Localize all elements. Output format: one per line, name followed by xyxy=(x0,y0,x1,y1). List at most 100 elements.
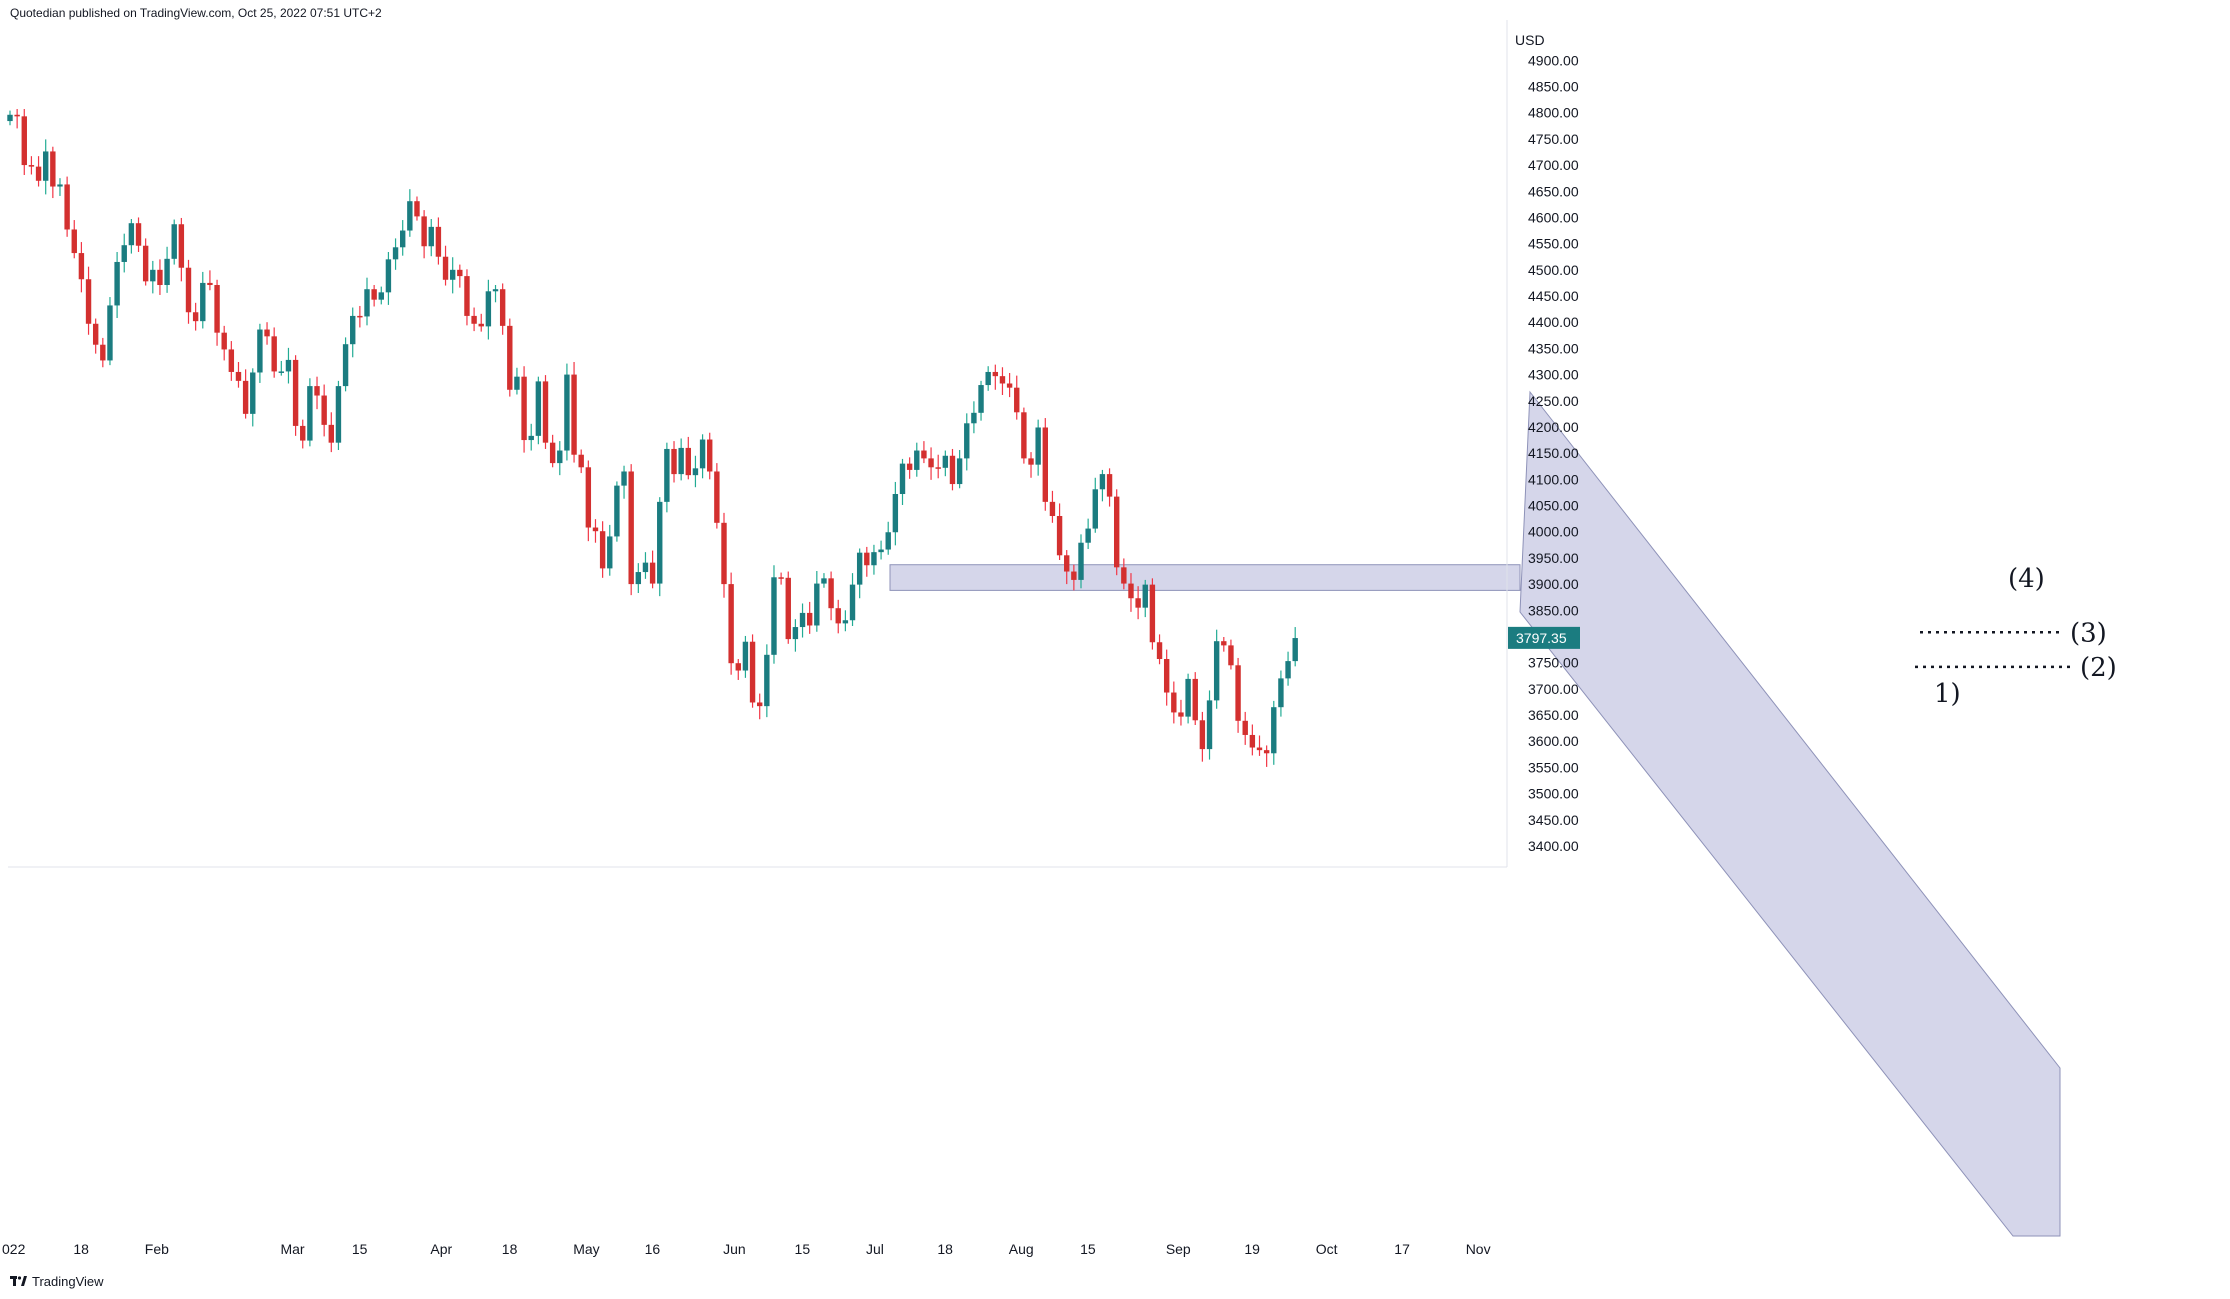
candle xyxy=(664,442,670,513)
candle-body xyxy=(692,468,699,476)
candle-body xyxy=(449,269,456,280)
time-tick: 16 xyxy=(645,1241,661,1257)
candle-body xyxy=(956,458,963,485)
time-tick: Jul xyxy=(866,1241,884,1257)
candle xyxy=(292,355,299,436)
time-axis: 022 18 Feb Mar 15 Apr 18 May 16 Jun 15 Jul 18 Aug 15 Se… xyxy=(2,1241,1491,1257)
candle xyxy=(92,318,99,354)
candle-body xyxy=(457,269,463,277)
candle xyxy=(1213,629,1220,709)
time-tick: 18 xyxy=(502,1241,518,1257)
candle-body xyxy=(1121,567,1127,584)
candle xyxy=(1206,690,1213,760)
candle-body xyxy=(414,201,420,217)
price-tick: 3850.00 xyxy=(1528,602,1579,618)
candle xyxy=(657,497,663,597)
candle xyxy=(135,217,142,253)
candle xyxy=(164,246,170,293)
candle xyxy=(914,442,920,477)
time-tick: Oct xyxy=(1316,1241,1338,1257)
candle xyxy=(628,464,634,596)
candle xyxy=(471,307,477,332)
candle xyxy=(735,659,741,680)
candle-body xyxy=(964,423,970,459)
candle-body xyxy=(250,372,256,414)
candle xyxy=(528,423,534,451)
price-tick: 4000.00 xyxy=(1528,524,1579,540)
candle-body xyxy=(778,577,784,579)
price-tick: 3550.00 xyxy=(1528,759,1579,775)
candle xyxy=(1171,681,1177,724)
downtrend-channel xyxy=(1519,390,2061,1237)
price-tick: 4150.00 xyxy=(1528,445,1579,461)
candle-body xyxy=(464,276,470,316)
candle xyxy=(821,573,827,588)
candle-body xyxy=(928,458,934,468)
candle-body xyxy=(828,578,834,609)
candle xyxy=(749,634,756,708)
tradingview-logo[interactable]: TradingView xyxy=(10,1274,104,1289)
candle-body xyxy=(906,463,913,470)
candle xyxy=(1185,673,1191,724)
price-tick: 4350.00 xyxy=(1528,340,1579,356)
candle-body xyxy=(328,424,334,443)
candle xyxy=(1285,651,1291,686)
candle-body xyxy=(521,376,527,441)
candle xyxy=(1199,711,1206,762)
candle-body xyxy=(228,349,235,372)
candle xyxy=(250,368,256,427)
candle xyxy=(1249,724,1256,756)
candle-body xyxy=(1028,458,1034,465)
candle xyxy=(1071,564,1077,591)
candle-body xyxy=(685,447,691,476)
candle xyxy=(271,327,277,378)
candle-body xyxy=(271,336,277,372)
candle xyxy=(435,217,442,265)
candle-body xyxy=(764,654,770,707)
candle-body xyxy=(342,344,349,387)
price-tick: 3600.00 xyxy=(1528,733,1579,749)
candle-body xyxy=(864,552,870,566)
time-tick: 18 xyxy=(937,1241,953,1257)
candle xyxy=(1056,503,1063,561)
candle-body xyxy=(835,608,841,624)
candle-body xyxy=(671,448,677,475)
candle-body xyxy=(749,641,756,703)
candle-body xyxy=(1199,720,1206,750)
candle-body xyxy=(914,450,920,470)
candle-body xyxy=(599,531,606,569)
candle-body xyxy=(64,184,70,230)
candle xyxy=(699,434,706,479)
candle-body xyxy=(628,471,634,585)
candle-body xyxy=(1278,678,1284,708)
last-price-tag xyxy=(1508,626,1580,649)
candle-body xyxy=(792,627,799,640)
candle-body xyxy=(221,332,227,350)
candle-body xyxy=(728,584,734,664)
candle xyxy=(1292,627,1298,667)
candle xyxy=(956,450,963,489)
price-axis: USD 3400.00 3450.00 3500.00 3550.00 3600.00 36… xyxy=(1508,32,1580,854)
candle xyxy=(842,610,849,632)
annotation-layer xyxy=(889,390,2075,1237)
candle-body xyxy=(999,376,1006,384)
price-tick: 4100.00 xyxy=(1528,471,1579,487)
candle xyxy=(128,219,135,254)
candle xyxy=(142,238,149,286)
candle-body xyxy=(1078,542,1084,580)
candle-body xyxy=(192,312,199,322)
candle xyxy=(949,448,956,491)
candle-body xyxy=(1235,665,1241,721)
candle-body xyxy=(171,224,177,259)
candle-body xyxy=(642,562,649,573)
candle-body xyxy=(514,376,520,390)
price-tick: 4700.00 xyxy=(1528,157,1579,173)
candle-body xyxy=(378,292,384,300)
candle xyxy=(621,465,627,499)
candle xyxy=(421,210,427,259)
candle xyxy=(449,257,456,294)
candle-body xyxy=(721,522,727,585)
price-tick: 4300.00 xyxy=(1528,367,1579,383)
candle-body xyxy=(21,116,27,166)
